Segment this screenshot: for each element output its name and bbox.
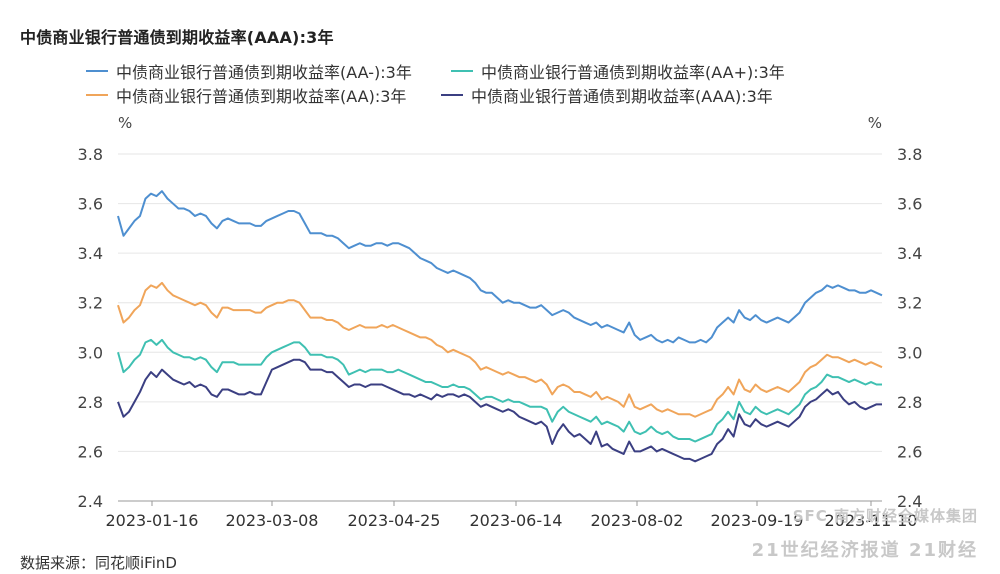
- legend-label-aa: 中债商业银行普通债到期收益率(AA):3年: [116, 87, 407, 106]
- legend-item-aaa[interactable]: 中债商业银行普通债到期收益率(AAA):3年: [441, 84, 773, 106]
- y-tick-right: 2.8: [897, 393, 922, 412]
- data-source-note: 数据来源：同花顺iFinD: [20, 554, 177, 572]
- legend-swatch-aaa: [441, 94, 463, 96]
- publisher-watermark: SFC 南方财经全媒体集团 21世纪经济报道 21财经: [752, 505, 978, 562]
- legend-label-aaa: 中债商业银行普通债到期收益率(AAA):3年: [471, 87, 773, 106]
- series-line-aaa: [117, 358, 882, 463]
- x-tick-label: 2023-01-16: [106, 511, 199, 530]
- y-tick-right: 3.0: [897, 343, 922, 362]
- legend-swatch-aa-plus: [451, 70, 473, 72]
- y-tick-left: 3.4: [78, 244, 103, 263]
- y-tick-right: 3.8: [897, 145, 922, 164]
- y-tick-left: 3.6: [78, 195, 103, 214]
- series-line-aa-plus: [117, 338, 882, 443]
- x-tick-label: 2023-09-19: [711, 511, 804, 530]
- y-tick-left: 2.4: [78, 492, 103, 511]
- y-tick-right: 3.6: [897, 195, 922, 214]
- x-tick-label: 2023-06-14: [470, 511, 563, 530]
- y-tick-right: 2.6: [897, 442, 922, 461]
- legend-swatch-aa-minus: [86, 70, 108, 72]
- legend-item-aa[interactable]: 中债商业银行普通债到期收益率(AA):3年: [86, 84, 406, 106]
- y-tick-right: 2.4: [897, 492, 922, 511]
- y-unit-right: %: [868, 114, 882, 132]
- y-tick-left: 2.6: [78, 442, 103, 461]
- y-tick-right: 3.4: [897, 244, 922, 263]
- legend-label-aa-plus: 中债商业银行普通债到期收益率(AA+):3年: [481, 63, 785, 82]
- series-line-aa: [117, 281, 883, 418]
- y-tick-left: 3.0: [78, 343, 103, 362]
- x-tick-label: 2023-03-08: [226, 511, 319, 530]
- x-tick-label: 2023-11-10: [825, 511, 918, 530]
- series-line-aa-minus: [117, 190, 883, 344]
- legend-item-aa-plus[interactable]: 中债商业银行普通债到期收益率(AA+):3年: [451, 60, 785, 82]
- chart-title: 中债商业银行普通债到期收益率(AAA):3年: [20, 28, 334, 47]
- y-tick-right: 3.2: [897, 294, 922, 313]
- y-tick-left: 3.8: [78, 145, 103, 164]
- y-unit-left: %: [118, 114, 132, 132]
- legend-item-aa-minus[interactable]: 中债商业银行普通债到期收益率(AA-):3年: [86, 60, 412, 82]
- y-tick-left: 2.8: [78, 393, 103, 412]
- legend-swatch-aa: [86, 94, 108, 96]
- legend-label-aa-minus: 中债商业银行普通债到期收益率(AA-):3年: [116, 63, 412, 82]
- y-tick-left: 3.2: [78, 294, 103, 313]
- x-tick-label: 2023-04-25: [348, 511, 441, 530]
- watermark-line-1: SFC 南方财经全媒体集团: [792, 507, 978, 525]
- x-tick-label: 2023-08-02: [591, 511, 684, 530]
- watermark-line-2: 21世纪经济报道 21财经: [751, 540, 978, 561]
